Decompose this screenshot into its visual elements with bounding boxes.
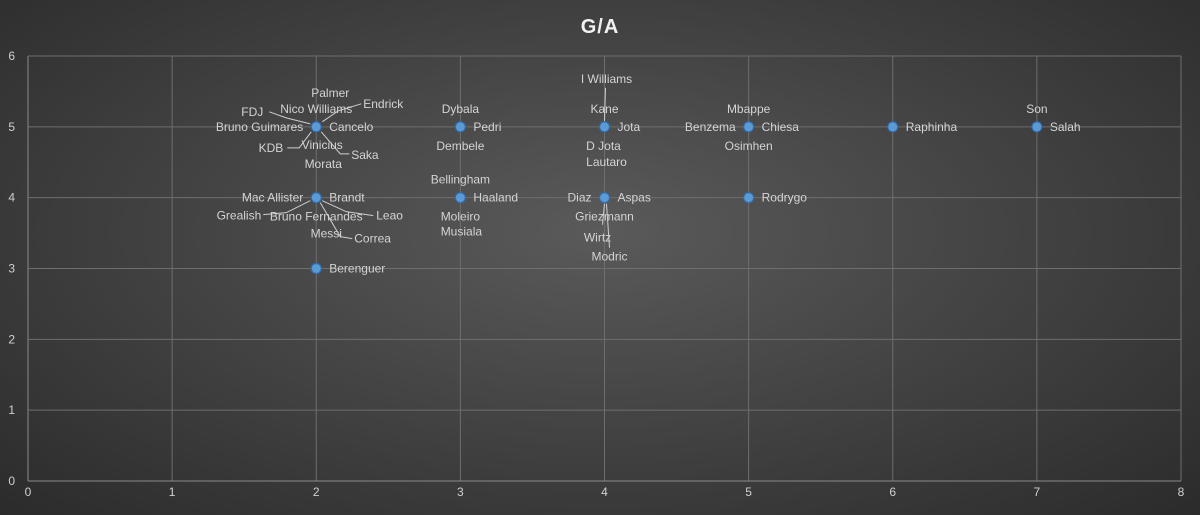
data-label: Osimhen [725,139,773,153]
x-tick-label: 4 [601,485,608,499]
data-label: Cancelo [329,120,373,134]
x-tick-label: 7 [1034,485,1041,499]
label-leader-line [269,111,311,125]
data-label: Musiala [441,225,483,239]
data-label: Diaz [567,191,591,205]
data-label: Morata [305,157,343,171]
x-tick-label: 1 [169,485,176,499]
data-label: Endrick [363,97,404,111]
data-label: Rodrygo [762,191,808,205]
data-label: Correa [354,232,391,246]
y-tick-label: 1 [8,403,15,417]
y-tick-label: 6 [8,49,15,63]
data-point [887,121,899,133]
x-tick-label: 0 [25,485,32,499]
data-points [310,121,1043,275]
y-tick-label: 2 [8,332,15,346]
data-label: Jota [618,120,641,134]
data-label: Dembele [436,139,484,153]
chart-title: G/A [581,16,620,38]
data-point [310,121,322,133]
y-tick-label: 3 [8,262,15,276]
data-label: Bruno Guimares [216,120,303,134]
data-point [1031,121,1043,133]
label-leader-line [322,200,374,217]
data-label: Messi [311,227,342,241]
y-tick-label: 5 [8,120,15,134]
data-label: Raphinha [906,120,958,134]
data-label: Son [1026,102,1047,116]
data-point [598,121,611,133]
data-label: Kane [590,102,618,116]
x-tick-label: 2 [313,485,320,499]
data-label: Palmer [311,86,349,100]
data-label: Nico Williams [280,102,352,116]
data-label: Benzema [685,120,736,134]
label-leader-line [287,131,312,149]
label-leader-line [319,202,353,240]
data-label: I Williams [581,72,632,86]
data-label: FDJ [241,105,263,119]
x-tick-label: 6 [889,485,896,499]
data-label: Leao [376,209,403,223]
data-label: Dybala [442,102,480,116]
axis-ticks: 0 1 2 3 4 5 6 7 8 0 1 2 3 4 5 6 [8,49,1184,499]
label-leader-line [320,131,350,155]
data-label: KDB [259,141,284,155]
y-tick-label: 4 [8,191,15,205]
data-label: Brandt [329,191,365,205]
label-leader-line [606,203,610,248]
data-label: Saka [351,148,379,162]
data-label: Bellingham [431,173,490,187]
data-point [743,121,755,133]
data-label: Modric [591,250,627,264]
label-leader-line [263,200,311,216]
data-point [454,121,466,133]
label-leader-line [604,87,606,121]
data-point [454,192,466,204]
data-label: D Jota [586,139,621,153]
data-label: Moleiro [441,210,481,224]
data-point [310,192,322,204]
data-label: Wirtz [584,231,611,245]
data-point [310,262,322,275]
data-label: Vinicius [302,138,343,152]
data-label: Aspas [618,191,651,205]
data-label: Griezmann [575,210,634,224]
data-label: Pedri [473,120,501,134]
label-leader-line [321,103,362,123]
data-label: Grealish [217,209,262,223]
x-tick-label: 3 [457,485,464,499]
data-label: Mac Allister [242,191,303,205]
data-point [743,192,755,204]
data-label: Haaland [473,191,518,205]
data-label: Salah [1050,120,1081,134]
label-leader-lines [263,87,610,248]
label-leader-line [602,203,605,225]
y-tick-label: 0 [8,474,15,488]
data-label: Chiesa [762,120,800,134]
x-tick-label: 8 [1178,485,1185,499]
data-label: Mbappe [727,102,771,116]
data-label: Lautaro [586,155,627,169]
data-label: Bruno Fernandes [270,210,363,224]
data-label: Berenguer [329,262,385,276]
data-point [598,192,611,204]
x-tick-label: 5 [745,485,752,499]
